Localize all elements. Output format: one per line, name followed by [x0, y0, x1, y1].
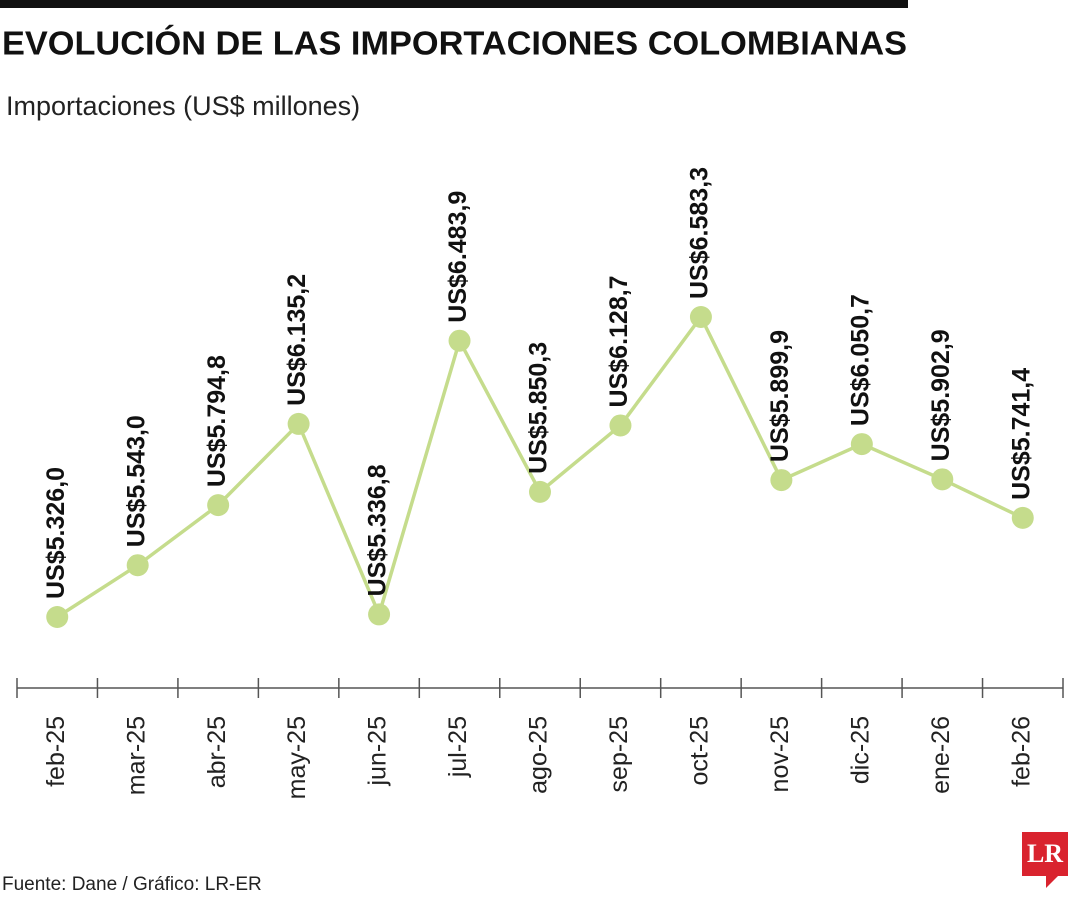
x-tick-label: feb-26 [1007, 716, 1035, 787]
point [46, 606, 69, 628]
value-label: US$6.583,3 [686, 167, 714, 299]
x-tick-label: mar-25 [122, 716, 150, 795]
logo: LR [1027, 839, 1063, 868]
x-tick-label: nov-25 [766, 716, 794, 792]
point [850, 433, 873, 456]
point [609, 414, 632, 437]
x-tick-label: ene-26 [927, 716, 955, 794]
top-bar [0, 0, 908, 8]
point [287, 412, 310, 435]
x-tick-label: jul-25 [444, 716, 472, 778]
point [529, 480, 551, 503]
x-tick-label: ago-25 [525, 716, 553, 794]
logo-box [1022, 832, 1068, 876]
point [368, 603, 391, 626]
value-label: US$6.128,7 [605, 275, 633, 407]
x-tick-label: may-25 [283, 716, 311, 799]
source: Fuente: Dane / Gráfico: LR-ER [2, 874, 262, 895]
point [931, 468, 954, 491]
value-label: US$5.902,9 [927, 329, 955, 461]
value-label: US$5.741,4 [1007, 368, 1035, 500]
value-label: US$6.483,9 [444, 191, 472, 323]
logo-tail [1046, 876, 1058, 888]
value-label: US$5.899,9 [766, 330, 794, 462]
point [689, 306, 712, 328]
x-tick-label: feb-25 [42, 716, 70, 787]
point [770, 469, 793, 492]
value-label: US$6.050,7 [846, 294, 874, 426]
point [1011, 506, 1034, 529]
value-label: US$5.336,8 [364, 464, 392, 596]
x-tick-label: jun-25 [364, 716, 392, 787]
value-label: US$5.794,8 [203, 355, 231, 487]
value-label: US$5.850,3 [525, 342, 553, 474]
x-tick-label: sep-25 [605, 716, 633, 792]
x-tick-label: abr-25 [203, 716, 231, 788]
x-tick-label: oct-25 [686, 716, 714, 785]
point [207, 494, 230, 517]
value-label: US$5.543,0 [122, 415, 150, 547]
point [126, 554, 149, 577]
value-label: US$6.135,2 [283, 274, 311, 406]
value-label: US$5.326,0 [42, 467, 70, 599]
point [448, 329, 471, 352]
x-tick-label: dic-25 [846, 716, 874, 784]
chart-subtitle: Importaciones (US$ millones) [6, 91, 360, 121]
chart-title: EVOLUCIÓN DE LAS IMPORTACIONES COLOMBIAN… [2, 25, 907, 62]
